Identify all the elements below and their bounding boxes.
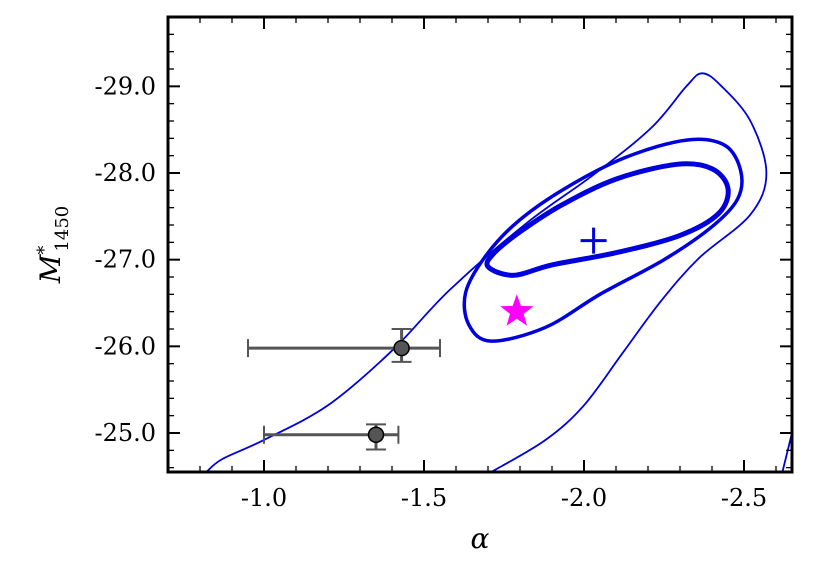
- x-tick-label: -2.5: [721, 484, 767, 512]
- contour-group: [205, 72, 792, 472]
- axes-frame-group: [166, 15, 794, 474]
- y-tick-label: -25.0: [94, 419, 156, 447]
- x-tick-label: -1.0: [241, 484, 287, 512]
- y-tick-label: -27.0: [94, 246, 156, 274]
- contour-inner: [484, 161, 731, 278]
- best-fit-plus-marker: [580, 227, 607, 254]
- y-axis-label-superscript: *: [34, 246, 55, 255]
- y-tick-label: -28.0: [94, 159, 156, 187]
- contour-middle: [462, 137, 744, 343]
- tick-labels-group: -1.0 -1.5 -2.0 -2.5 -25.0 -26.0 -27.0 -28.0 -29.…: [94, 72, 767, 512]
- y-axis-label: M*1450: [34, 206, 73, 284]
- y-tick-label: -26.0: [94, 332, 156, 360]
- y-axis-label-subscript: 1450: [52, 206, 73, 252]
- y-tick-label: -29.0: [94, 72, 156, 100]
- y-axis-label-main: M: [34, 253, 67, 284]
- ticks-group: [167, 16, 792, 472]
- star-marker: [500, 294, 534, 326]
- data-point-1: [367, 426, 385, 443]
- contour-outer: [205, 72, 768, 472]
- x-tick-label: -1.5: [401, 484, 447, 512]
- contour-outer-corner: [781, 429, 792, 472]
- axes-frame: [166, 15, 794, 474]
- data-point-0: [393, 339, 410, 357]
- marker-group: [367, 227, 607, 443]
- x-axis-label: α: [471, 522, 490, 555]
- x-tick-label: -2.0: [561, 484, 607, 512]
- errorbar-group: [247, 328, 441, 451]
